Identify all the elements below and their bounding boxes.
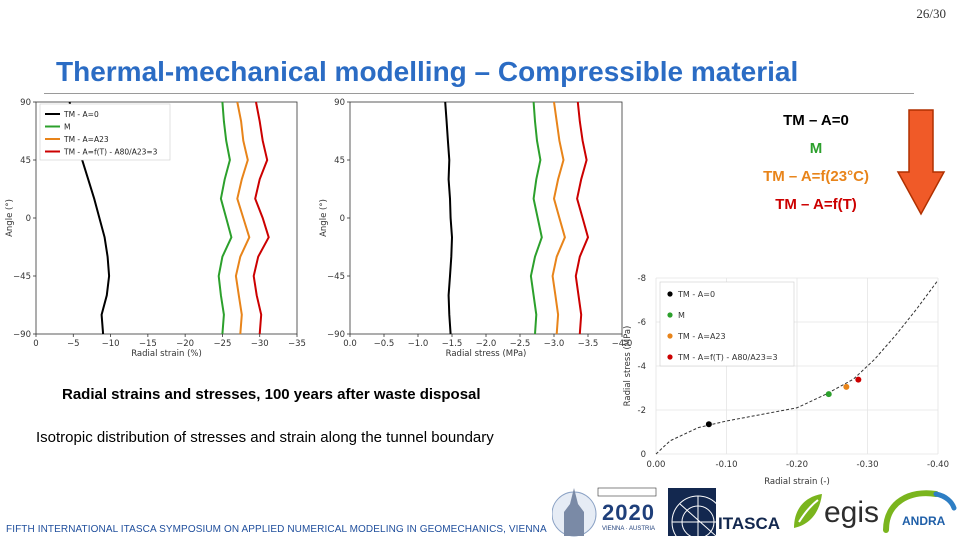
x-tick-label: −2.0 <box>476 339 497 349</box>
x-tick-label: −1.5 <box>442 339 463 349</box>
series-line-0 <box>444 101 454 335</box>
legend-m: M <box>809 140 823 157</box>
andra-wordmark: ANDRA <box>902 514 946 528</box>
x-tick-label: -0.20 <box>786 460 808 470</box>
y-tick-label: -8 <box>638 274 646 284</box>
series-line-2 <box>551 101 566 335</box>
egis-leaf-icon <box>794 494 822 528</box>
y-tick-label: -4 <box>638 362 646 372</box>
series-line-2 <box>234 101 251 335</box>
x-tick-label: −35 <box>288 339 306 349</box>
legend-marker <box>667 312 673 318</box>
x-tick-label: −2.5 <box>510 339 531 349</box>
x-tick-label: -0.10 <box>716 460 738 470</box>
title-divider <box>44 93 914 94</box>
y-tick-label: -6 <box>638 318 646 328</box>
y-axis-label: Angle (°) <box>319 199 329 237</box>
series-line-3 <box>252 101 270 335</box>
symposium-year: 2020 <box>602 500 655 525</box>
y-tick-label: 0 <box>26 214 31 224</box>
y-tick-label: 45 <box>20 156 31 166</box>
series-line-1 <box>217 101 233 335</box>
x-axis-label: Radial strain (%) <box>131 349 202 358</box>
symposium-logo: 2020 VIENNA · AUSTRIA <box>551 482 664 540</box>
andra-logo: ANDRA <box>880 486 960 540</box>
y-tick-label: −45 <box>13 272 31 282</box>
x-tick-label: -0.40 <box>927 460 949 470</box>
itasca-logo: ITASCA <box>668 488 788 545</box>
egis-wordmark: egis <box>824 496 880 529</box>
strain-angle-chart: 0 −5 −10 −15 −20 −25 −30 −35 90 45 0 −45 −90 Radial s… <box>5 98 306 358</box>
legend-entry: M <box>64 123 70 132</box>
series-line-3 <box>574 101 590 335</box>
y-tick-label: 90 <box>334 98 345 108</box>
legend-marker <box>667 291 673 297</box>
y-tick-label: 90 <box>20 98 31 108</box>
data-point-2 <box>843 383 850 390</box>
y-axis-label: Radial stress (MPa) <box>623 326 633 407</box>
legend-marker <box>667 354 673 360</box>
itasca-globe-icon <box>668 488 725 545</box>
x-tick-label: −5 <box>67 339 80 349</box>
x-tick-label: −4.0 <box>612 339 632 349</box>
x-tick-label: −25 <box>213 339 231 349</box>
legend-entry: TM - A=f(T) - A80/A23=3 <box>677 353 778 362</box>
itasca-wordmark: ITASCA <box>718 514 781 533</box>
x-axis-label: Radial strain (-) <box>764 477 830 487</box>
legend-box <box>659 281 795 367</box>
legend-entry: TM - A=f(T) - A80/A23=3 <box>63 148 158 157</box>
y-tick-label: −45 <box>327 272 345 282</box>
footer-text: FIFTH INTERNATIONAL ITASCA SYMPOSIUM ON … <box>6 524 547 535</box>
y-tick-label: −90 <box>327 330 345 340</box>
x-tick-label: −3.0 <box>544 339 565 349</box>
y-tick-label: 0 <box>340 214 345 224</box>
stress-strain-chart: 0.00 -0.10 -0.20 -0.30 -0.40 0 -2 -4 -6 -8 Radial … <box>623 274 949 487</box>
y-tick-label: 0 <box>641 450 646 460</box>
legend-entry: TM - A=A23 <box>63 135 109 144</box>
x-tick-label: −30 <box>251 339 269 349</box>
x-tick-label: -0.30 <box>857 460 879 470</box>
legend-entry: TM - A=A23 <box>677 332 726 341</box>
x-tick-label: −0.5 <box>374 339 395 349</box>
x-tick-label: 0.00 <box>647 460 666 470</box>
x-tick-label: −15 <box>139 339 157 349</box>
y-tick-label: −90 <box>13 330 31 340</box>
x-tick-label: −10 <box>102 339 120 349</box>
legend-tm-a23: TM – A=f(23°C) <box>763 168 869 185</box>
x-tick-label: 0 <box>33 339 38 349</box>
x-tick-label: −1.0 <box>408 339 429 349</box>
data-point-3 <box>855 376 862 383</box>
stress-strain-curve <box>655 279 939 455</box>
legend-box <box>39 103 171 161</box>
series-line-1 <box>529 101 543 335</box>
andra-swoosh-icon <box>883 490 957 533</box>
legend-marker <box>667 333 673 339</box>
symposium-city: VIENNA · AUSTRIA <box>602 526 656 532</box>
slide-title: Thermal-mechanical modelling – Compressi… <box>56 56 799 87</box>
data-point-1 <box>825 391 832 398</box>
legend-tm-af-t: TM – A=f(T) <box>775 196 857 213</box>
x-tick-label: −20 <box>176 339 194 349</box>
stress-angle-chart: 0.0 −0.5 −1.0 −1.5 −2.0 −2.5 −3.0 −3.5 −4.0 90 45 0… <box>319 98 632 358</box>
data-point-0 <box>705 421 712 428</box>
caption-isotropic: Isotropic distribution of stresses and s… <box>36 429 494 446</box>
cathedral-icon <box>551 487 657 537</box>
x-tick-label: 0.0 <box>343 339 357 349</box>
legend-tm-a0: TM – A=0 <box>783 112 849 129</box>
legend-entry: M <box>678 311 685 320</box>
down-arrow-icon <box>896 109 946 216</box>
x-axis-label: Radial stress (MPa) <box>446 349 527 358</box>
legend-entry: TM - A=0 <box>677 290 715 299</box>
x-tick-label: −3.5 <box>578 339 599 349</box>
y-tick-label: -2 <box>638 406 646 416</box>
legend-entry: TM - A=0 <box>63 110 99 119</box>
y-tick-label: 45 <box>334 156 345 166</box>
y-axis-label: Angle (°) <box>5 199 15 237</box>
page-number: 26/30 <box>916 6 946 21</box>
caption-radial: Radial strains and stresses, 100 years a… <box>62 386 481 403</box>
egis-logo: egis <box>790 492 880 536</box>
